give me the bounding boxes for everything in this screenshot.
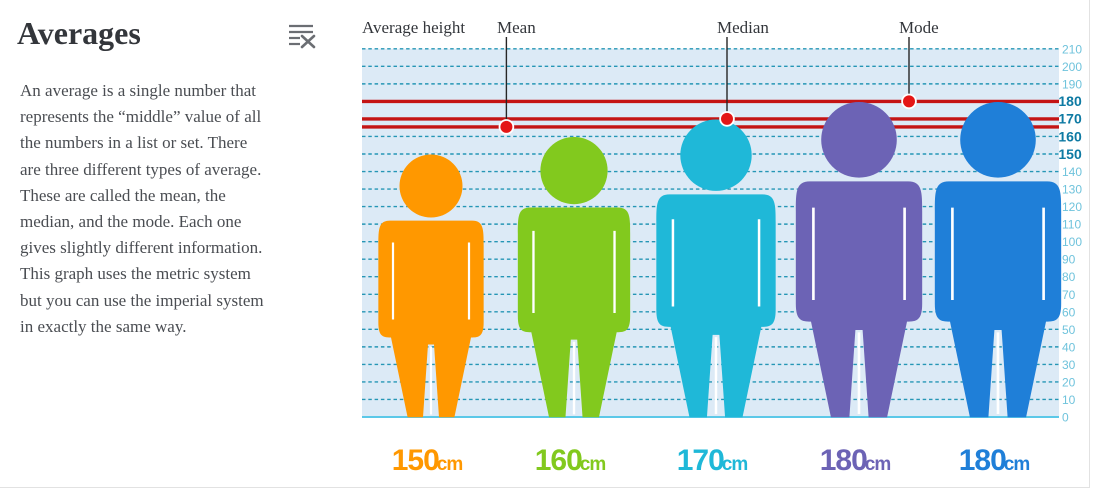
svg-text:Median: Median <box>717 18 769 37</box>
svg-text:180: 180 <box>1058 93 1082 109</box>
svg-text:60: 60 <box>1062 305 1076 319</box>
svg-text:180cm: 180cm <box>820 444 891 477</box>
svg-text:160: 160 <box>1058 128 1082 144</box>
svg-text:Mean: Mean <box>497 18 536 37</box>
svg-text:190: 190 <box>1062 77 1082 91</box>
svg-text:140: 140 <box>1062 165 1082 179</box>
svg-text:170cm: 170cm <box>677 444 748 477</box>
svg-text:50: 50 <box>1062 323 1076 337</box>
svg-text:150cm: 150cm <box>392 444 463 477</box>
svg-text:120: 120 <box>1062 200 1082 214</box>
svg-text:130: 130 <box>1062 183 1082 197</box>
svg-text:90: 90 <box>1062 253 1076 267</box>
svg-text:110: 110 <box>1062 218 1081 232</box>
svg-text:30: 30 <box>1062 358 1076 372</box>
svg-text:210: 210 <box>1062 42 1082 56</box>
svg-text:20: 20 <box>1062 375 1076 389</box>
svg-text:80: 80 <box>1062 270 1076 284</box>
svg-text:Mode: Mode <box>899 18 939 37</box>
svg-text:100: 100 <box>1062 235 1082 249</box>
svg-text:160cm: 160cm <box>535 444 606 477</box>
svg-text:200: 200 <box>1062 60 1082 74</box>
svg-text:170: 170 <box>1058 111 1082 127</box>
svg-text:Average height: Average height <box>362 18 465 37</box>
svg-text:180cm: 180cm <box>959 444 1030 477</box>
svg-text:150: 150 <box>1058 146 1082 162</box>
svg-text:40: 40 <box>1062 340 1076 354</box>
svg-text:70: 70 <box>1062 288 1076 302</box>
svg-text:10: 10 <box>1062 393 1076 407</box>
svg-text:0: 0 <box>1062 411 1069 425</box>
